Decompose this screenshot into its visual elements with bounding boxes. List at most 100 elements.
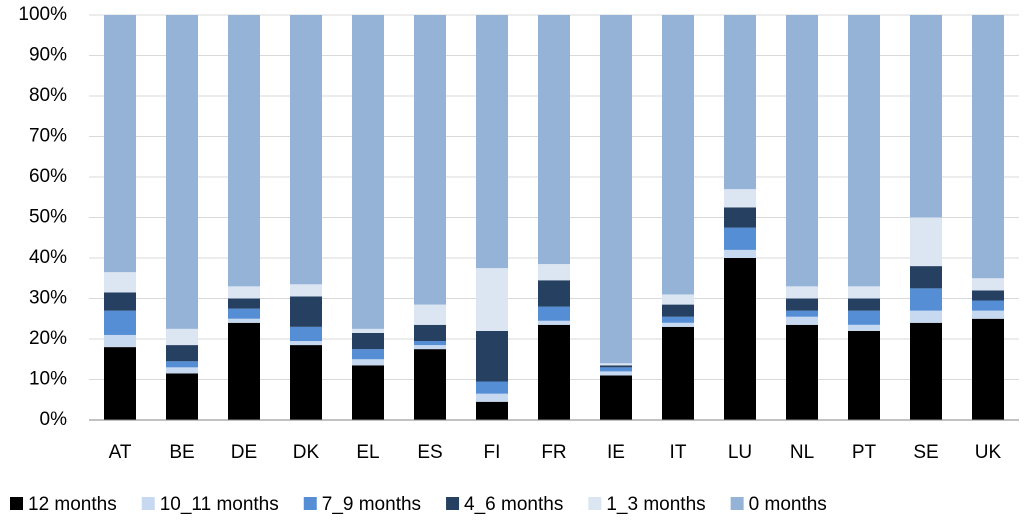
bar-segment xyxy=(786,286,818,299)
y-tick-label: 40% xyxy=(29,247,67,268)
x-tick-label: DK xyxy=(293,442,320,463)
bar-segment xyxy=(848,324,880,331)
bar-segment xyxy=(104,334,136,348)
bar-segment xyxy=(786,316,818,325)
legend-label: 10_11 months xyxy=(160,494,279,515)
bar-segment xyxy=(538,264,570,281)
bar-segment xyxy=(848,298,880,311)
bar-segment xyxy=(848,15,880,287)
y-tick-label: 90% xyxy=(29,45,67,66)
bar-segment xyxy=(290,341,322,346)
bar-segment xyxy=(290,15,322,285)
bar-segment xyxy=(352,332,384,350)
bar-segment xyxy=(972,300,1004,311)
x-tick-label: FI xyxy=(484,442,501,463)
bar-segment xyxy=(414,341,446,346)
bar-segment xyxy=(352,359,384,366)
y-tick-label: 50% xyxy=(29,207,67,228)
bar-segment xyxy=(600,365,632,368)
bar-segment xyxy=(352,15,384,329)
bar-segment xyxy=(414,345,446,350)
legend-label: 1_3 months xyxy=(606,494,705,515)
bar-segment xyxy=(290,326,322,342)
legend-swatch xyxy=(446,497,460,510)
bar-segment xyxy=(972,318,1004,420)
y-tick-label: 10% xyxy=(29,369,67,390)
bar-segment xyxy=(166,367,198,374)
bar-segment xyxy=(228,286,260,299)
bar-segment xyxy=(910,217,942,267)
bar-segment xyxy=(476,330,508,382)
bar-segment xyxy=(662,322,694,327)
bar-segment xyxy=(166,361,198,368)
y-tick-label: 0% xyxy=(40,409,68,430)
x-tick-label: SE xyxy=(913,442,938,463)
bar-segment xyxy=(786,298,818,311)
bar-segment xyxy=(538,280,570,307)
x-tick-label: NL xyxy=(790,442,814,463)
bar-segment xyxy=(848,330,880,420)
bar-segment xyxy=(972,278,1004,291)
bar-segment xyxy=(166,345,198,362)
x-tick-label: LU xyxy=(728,442,752,463)
bar-segment xyxy=(724,227,756,250)
bar-segment xyxy=(352,349,384,360)
x-tick-label: FR xyxy=(541,442,566,463)
legend-label: 7_9 months xyxy=(322,494,421,515)
y-tick-label: 30% xyxy=(29,288,67,309)
y-tick-label: 80% xyxy=(29,85,67,106)
y-tick-label: 60% xyxy=(29,166,67,187)
bar-segment xyxy=(476,401,508,420)
bar-segment xyxy=(228,322,260,420)
bar-segment xyxy=(786,324,818,420)
bar-segment xyxy=(600,15,632,364)
bar-segment xyxy=(724,15,756,190)
bar-segment xyxy=(910,322,942,420)
bar-segment xyxy=(166,15,198,329)
bar-segment xyxy=(848,286,880,299)
bar-segment xyxy=(104,15,136,273)
bar-segment xyxy=(352,328,384,333)
bar-segment xyxy=(972,310,1004,319)
bar-segment xyxy=(476,381,508,394)
bar-segment xyxy=(414,324,446,342)
bar-segment xyxy=(662,15,694,295)
bar-segment xyxy=(600,363,632,366)
bar-segment xyxy=(228,15,260,287)
x-tick-label: UK xyxy=(975,442,1002,463)
bar-segment xyxy=(104,310,136,335)
legend-label: 0 months xyxy=(749,494,827,515)
bar-segment xyxy=(724,249,756,258)
bar-segment xyxy=(104,292,136,311)
x-tick-label: PT xyxy=(852,442,877,463)
bar-segment xyxy=(104,272,136,293)
bar-segment xyxy=(910,310,942,323)
x-tick-label: ES xyxy=(417,442,442,463)
bar-segment xyxy=(786,15,818,287)
bar-segment xyxy=(724,258,756,420)
bar-segment xyxy=(724,189,756,208)
bar-segment xyxy=(290,296,322,327)
x-tick-label: BE xyxy=(169,442,194,463)
legend-swatch xyxy=(303,497,317,510)
bar-segment xyxy=(352,365,384,420)
bar-segment xyxy=(848,310,880,325)
y-tick-label: 20% xyxy=(29,328,67,349)
bar-segment xyxy=(476,268,508,331)
bar-segment xyxy=(538,15,570,265)
bar-segment xyxy=(786,310,818,317)
legend-swatch xyxy=(730,497,744,510)
bar-segment xyxy=(166,373,198,420)
x-tick-label: IE xyxy=(607,442,625,463)
bar-segment xyxy=(414,15,446,305)
bar-segment xyxy=(538,306,570,321)
legend-swatch xyxy=(141,497,155,510)
x-tick-label: EL xyxy=(356,442,379,463)
bar-segment xyxy=(600,375,632,420)
x-tick-label: DE xyxy=(231,442,257,463)
bar-segment xyxy=(600,371,632,376)
bar-segment xyxy=(290,284,322,297)
bar-segment xyxy=(228,318,260,323)
bar-segment xyxy=(600,367,632,372)
